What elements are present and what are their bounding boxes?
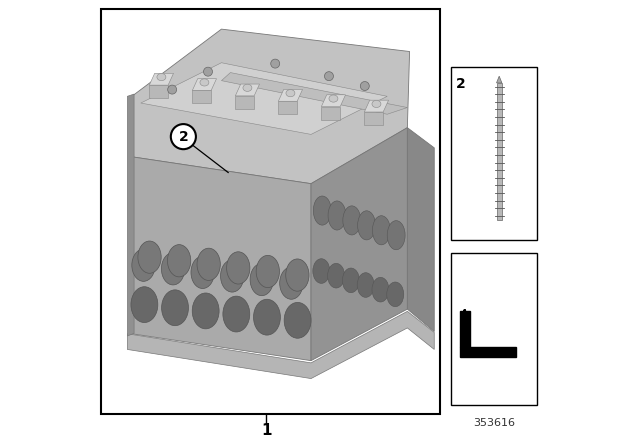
Polygon shape (460, 347, 516, 357)
Polygon shape (407, 128, 435, 332)
Ellipse shape (223, 296, 250, 332)
Polygon shape (236, 96, 254, 109)
Polygon shape (278, 101, 297, 114)
Ellipse shape (342, 268, 360, 293)
Ellipse shape (285, 259, 309, 291)
Circle shape (271, 59, 280, 68)
Circle shape (171, 124, 196, 149)
Ellipse shape (132, 249, 155, 281)
Polygon shape (127, 94, 134, 336)
Ellipse shape (357, 273, 374, 297)
Ellipse shape (314, 196, 332, 225)
Polygon shape (321, 107, 340, 120)
Ellipse shape (131, 287, 158, 323)
Circle shape (168, 85, 177, 94)
Ellipse shape (372, 216, 390, 245)
Ellipse shape (358, 211, 376, 240)
Polygon shape (141, 63, 387, 134)
Polygon shape (149, 73, 173, 85)
Ellipse shape (313, 259, 330, 284)
Bar (497, 83, 502, 220)
Polygon shape (364, 100, 388, 112)
Ellipse shape (138, 241, 161, 273)
Ellipse shape (372, 277, 389, 302)
Ellipse shape (328, 263, 345, 288)
Ellipse shape (243, 84, 252, 91)
Ellipse shape (284, 302, 311, 338)
Ellipse shape (387, 221, 405, 250)
Polygon shape (278, 90, 303, 101)
Polygon shape (236, 84, 260, 96)
Ellipse shape (161, 290, 188, 326)
Ellipse shape (157, 73, 166, 81)
Circle shape (360, 82, 369, 90)
Circle shape (204, 67, 212, 76)
Ellipse shape (343, 206, 361, 235)
Polygon shape (193, 79, 216, 90)
Ellipse shape (280, 267, 303, 299)
Ellipse shape (221, 260, 244, 292)
Polygon shape (460, 311, 470, 347)
Ellipse shape (227, 252, 250, 284)
Polygon shape (497, 76, 502, 83)
Polygon shape (193, 90, 211, 103)
Ellipse shape (328, 201, 346, 230)
Ellipse shape (286, 90, 295, 97)
Polygon shape (132, 29, 410, 184)
Text: 2: 2 (456, 77, 466, 91)
Ellipse shape (329, 95, 338, 102)
Polygon shape (311, 128, 407, 361)
Text: 1: 1 (261, 423, 271, 439)
Ellipse shape (192, 293, 219, 329)
Bar (101, 9, 440, 414)
Ellipse shape (200, 79, 209, 86)
Ellipse shape (372, 100, 381, 108)
Ellipse shape (256, 255, 280, 288)
Text: 353616: 353616 (473, 418, 515, 428)
Polygon shape (321, 95, 346, 107)
Polygon shape (221, 73, 407, 114)
Ellipse shape (161, 253, 185, 285)
Ellipse shape (168, 245, 191, 277)
Polygon shape (132, 157, 311, 361)
Polygon shape (127, 311, 435, 379)
Circle shape (324, 72, 333, 81)
Ellipse shape (253, 299, 280, 335)
Text: 2: 2 (179, 129, 188, 144)
Polygon shape (149, 85, 168, 98)
Ellipse shape (387, 282, 404, 306)
Ellipse shape (191, 256, 214, 289)
Ellipse shape (250, 263, 273, 296)
Bar (451, 67, 538, 240)
Ellipse shape (197, 248, 220, 280)
Bar (451, 253, 538, 405)
Polygon shape (364, 112, 383, 125)
